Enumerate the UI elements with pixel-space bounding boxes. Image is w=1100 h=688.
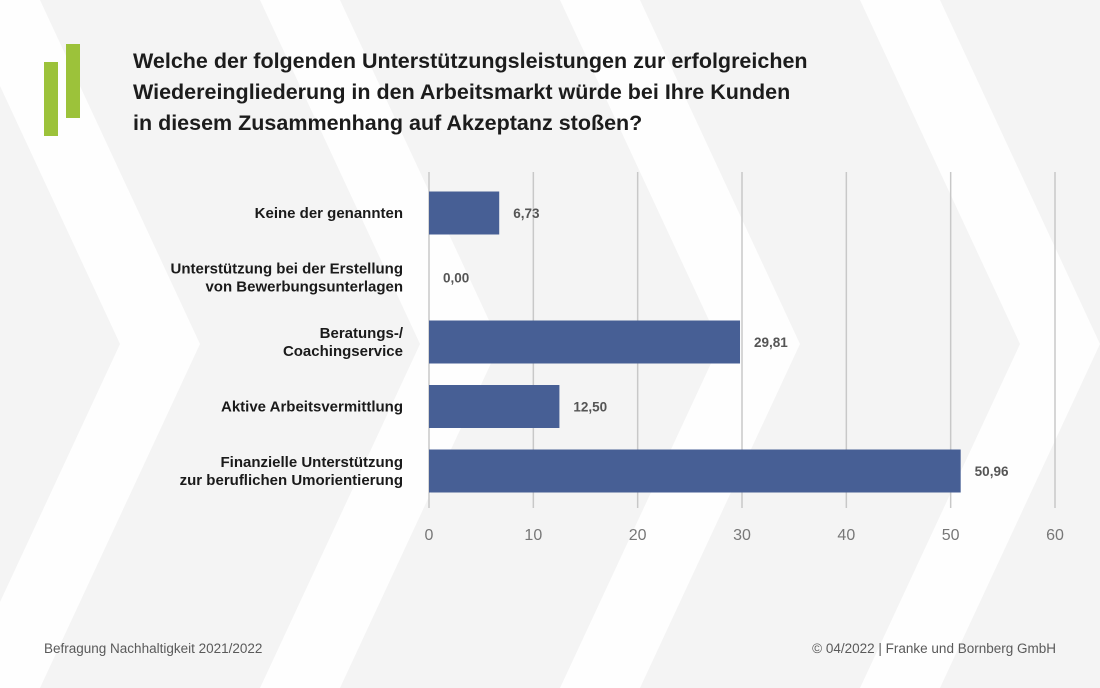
category-label: von Bewerbungsunterlagen	[205, 279, 403, 296]
category-label: Aktive Arbeitsvermittlung	[221, 399, 403, 416]
x-tick-label: 20	[629, 527, 647, 544]
brand-logo	[44, 44, 80, 136]
chart-title: Welche der folgenden Unterstützungsleist…	[133, 46, 893, 139]
value-label: 12,50	[573, 400, 607, 415]
logo-bar-left	[44, 62, 58, 136]
title-line-1: Welche der folgenden Unterstützungsleist…	[133, 49, 808, 73]
value-label: 29,81	[754, 335, 788, 350]
logo-bar-right	[66, 44, 80, 118]
value-label: 0,00	[443, 271, 469, 286]
x-tick-label: 50	[942, 527, 960, 544]
x-tick-label: 40	[837, 527, 855, 544]
footer-copyright: © 04/2022 | Franke und Bornberg GmbH	[812, 641, 1056, 656]
x-tick-label: 10	[524, 527, 542, 544]
category-label: zur beruflichen Umorientierung	[180, 472, 403, 489]
value-label: 50,96	[975, 464, 1009, 479]
category-label: Coachingservice	[283, 343, 403, 360]
bar-3	[429, 385, 560, 428]
title-line-2: Wiedereingliederung in den Arbeitsmarkt …	[133, 80, 791, 104]
footer-source: Befragung Nachhaltigkeit 2021/2022	[44, 641, 263, 656]
title-line-3: in diesem Zusammenhang auf Akzeptanz sto…	[133, 111, 643, 135]
category-label: Finanzielle Unterstützung	[220, 454, 403, 471]
category-label: Unterstützung bei der Erstellung	[170, 261, 403, 278]
x-tick-label: 60	[1046, 527, 1064, 544]
category-label: Keine der genannten	[255, 205, 403, 222]
value-label: 6,73	[513, 206, 540, 221]
x-tick-label: 30	[733, 527, 751, 544]
category-label: Beratungs-/	[320, 325, 404, 342]
x-tick-label: 0	[425, 527, 434, 544]
bar-2	[429, 320, 741, 364]
bar-0	[429, 191, 500, 235]
bar-4	[429, 449, 961, 493]
